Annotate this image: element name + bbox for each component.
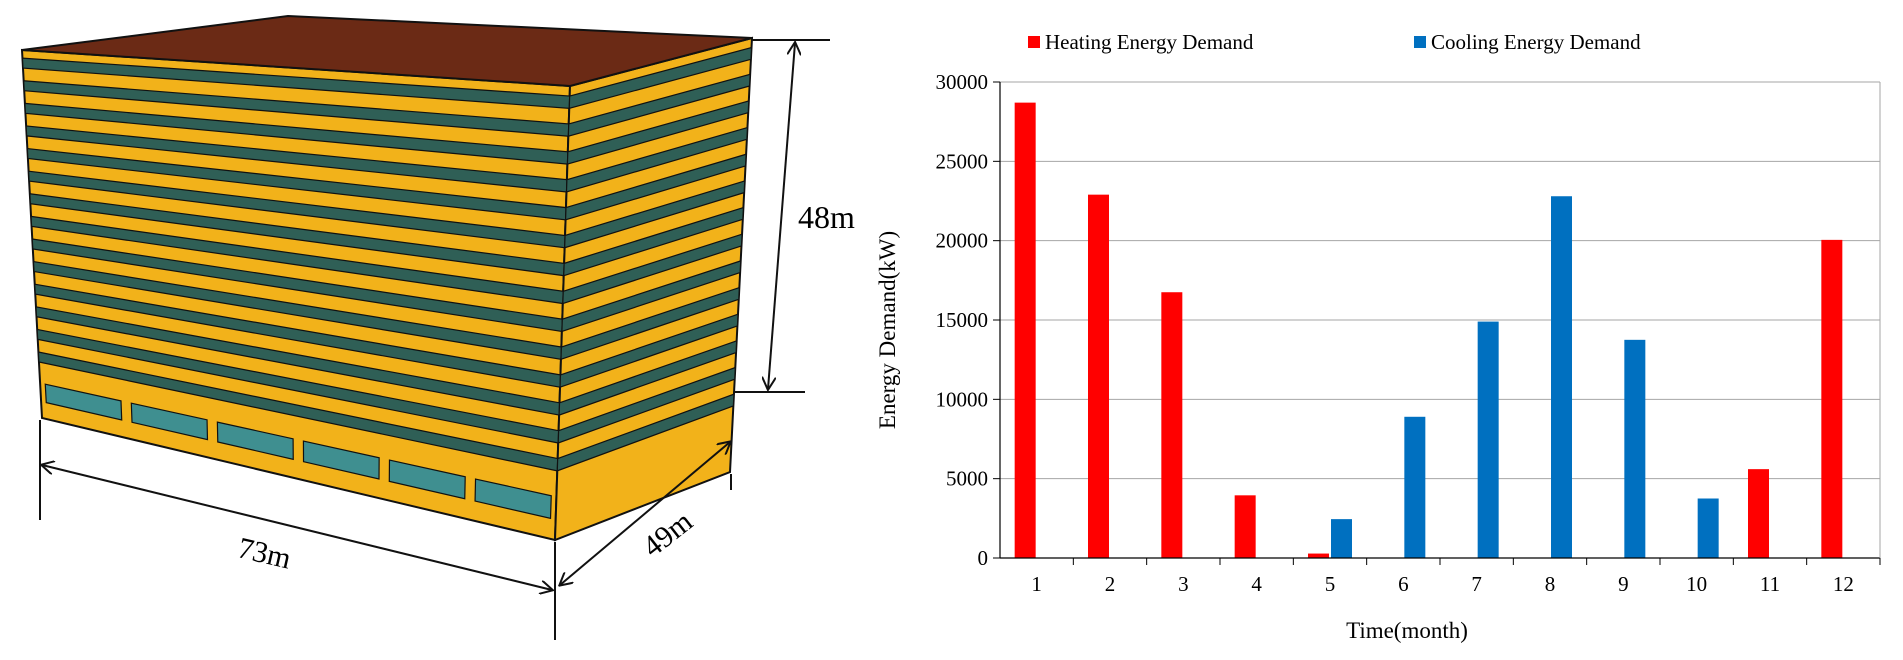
x-tick-label: 8 [1545, 572, 1556, 596]
x-tick-label: 9 [1618, 572, 1629, 596]
cooling-bar [1551, 196, 1572, 559]
x-tick-label: 3 [1178, 572, 1189, 596]
cooling-bar [1697, 498, 1719, 558]
chart-svg: Heating Energy Demand Cooling Energy Dem… [875, 30, 1881, 643]
legend-swatch-cooling [1414, 36, 1426, 48]
side-window-band [566, 100, 750, 165]
chart-legend: Heating Energy Demand Cooling Energy Dem… [1028, 30, 1641, 54]
side-window-band [560, 286, 740, 361]
chart-gridlines [1000, 81, 1880, 480]
x-tick-label: 11 [1760, 572, 1780, 596]
cooling-bar [1477, 321, 1499, 558]
height-dimension-label: 48m [798, 199, 855, 235]
side-window-band [565, 126, 749, 193]
side-window-band [568, 46, 753, 110]
y-tick-label: 10000 [936, 387, 989, 411]
x-tick-label: 10 [1686, 572, 1707, 596]
x-tick-label: 12 [1833, 572, 1854, 596]
x-tick-label: 4 [1251, 572, 1262, 596]
y-tick-label: 20000 [936, 229, 989, 253]
building-roof [21, 14, 753, 88]
side-window-band [559, 313, 739, 389]
legend-label-heating: Heating Energy Demand [1045, 30, 1254, 54]
legend-swatch-heating [1028, 36, 1040, 48]
heating-bar [1821, 239, 1843, 558]
y-axis-label: Energy Demand(kW) [875, 231, 900, 429]
heating-bar [1014, 102, 1036, 559]
x-axis-ticks: 1 2 3 4 5 6 7 8 9 10 11 12 [1031, 558, 1881, 596]
heating-bar [1308, 553, 1329, 558]
x-axis-label: Time(month) [1346, 618, 1468, 643]
length-dimension-label: 73m [235, 531, 294, 575]
x-tick-label: 7 [1471, 572, 1482, 596]
side-window-band [562, 233, 743, 305]
chart-bars [1014, 102, 1843, 559]
building-drawing: 48m 73m 49m [20, 14, 855, 640]
width-dimension-arrow [560, 442, 730, 585]
y-tick-label: 30000 [936, 70, 989, 94]
heating-bar [1161, 292, 1183, 558]
x-tick-label: 2 [1105, 572, 1116, 596]
y-tick-label: 0 [978, 546, 989, 570]
side-window-band [561, 260, 742, 333]
side-window-band [567, 73, 751, 137]
length-dimension-arrow [42, 465, 552, 590]
side-window-band [564, 180, 746, 249]
y-tick-label: 15000 [936, 308, 989, 332]
height-dimension-arrow [768, 43, 795, 389]
legend-label-cooling: Cooling Energy Demand [1431, 30, 1641, 54]
heating-bar [1234, 495, 1256, 558]
side-window-band [557, 366, 736, 444]
cooling-bar [1331, 519, 1352, 558]
chart-axes [999, 82, 1881, 559]
heating-bar [1088, 194, 1109, 559]
x-tick-label: 1 [1031, 572, 1042, 596]
heating-bar [1748, 469, 1769, 558]
side-window-band [563, 206, 745, 277]
y-axis-ticks: 0 5000 10000 15000 20000 25000 30000 [936, 70, 1000, 570]
y-tick-label: 25000 [936, 149, 989, 173]
ground-window-pane [130, 402, 209, 441]
side-window-band [564, 153, 747, 221]
cooling-bar [1404, 416, 1426, 558]
y-tick-label: 5000 [946, 467, 988, 491]
x-tick-label: 6 [1398, 572, 1409, 596]
building-illustration: 48m 73m 49m [0, 0, 860, 655]
energy-demand-chart: Heating Energy Demand Cooling Energy Dem… [860, 0, 1903, 655]
ground-window-pane [216, 421, 294, 461]
side-window-band [558, 339, 738, 416]
x-tick-label: 5 [1325, 572, 1336, 596]
cooling-bar [1624, 339, 1646, 558]
ground-window-pane [44, 383, 123, 421]
